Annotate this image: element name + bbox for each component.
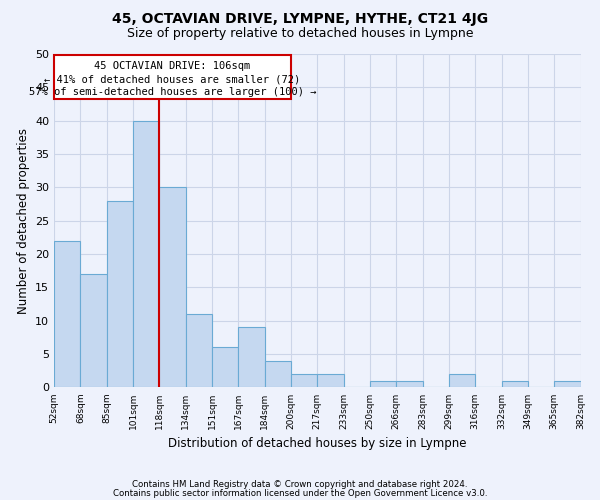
Bar	[238, 328, 265, 388]
Bar	[107, 200, 133, 388]
Bar	[396, 381, 422, 388]
Text: 45, OCTAVIAN DRIVE, LYMPNE, HYTHE, CT21 4JG: 45, OCTAVIAN DRIVE, LYMPNE, HYTHE, CT21 …	[112, 12, 488, 26]
Bar	[291, 374, 317, 388]
Bar	[160, 188, 186, 388]
Bar	[186, 314, 212, 388]
Bar	[54, 56, 291, 100]
Bar	[317, 374, 344, 388]
Bar	[554, 381, 581, 388]
Text: 57% of semi-detached houses are larger (100) →: 57% of semi-detached houses are larger (…	[29, 88, 316, 98]
Bar	[80, 274, 107, 388]
X-axis label: Distribution of detached houses by size in Lympne: Distribution of detached houses by size …	[168, 437, 467, 450]
Bar	[212, 348, 238, 388]
Bar	[265, 361, 291, 388]
Bar	[502, 381, 528, 388]
Text: Contains HM Land Registry data © Crown copyright and database right 2024.: Contains HM Land Registry data © Crown c…	[132, 480, 468, 489]
Text: ← 41% of detached houses are smaller (72): ← 41% of detached houses are smaller (72…	[44, 74, 301, 84]
Text: Contains public sector information licensed under the Open Government Licence v3: Contains public sector information licen…	[113, 488, 487, 498]
Text: 45 OCTAVIAN DRIVE: 106sqm: 45 OCTAVIAN DRIVE: 106sqm	[94, 60, 251, 70]
Bar	[133, 120, 160, 388]
Bar	[449, 374, 475, 388]
Bar	[370, 381, 396, 388]
Bar	[54, 240, 80, 388]
Y-axis label: Number of detached properties: Number of detached properties	[17, 128, 29, 314]
Text: Size of property relative to detached houses in Lympne: Size of property relative to detached ho…	[127, 28, 473, 40]
